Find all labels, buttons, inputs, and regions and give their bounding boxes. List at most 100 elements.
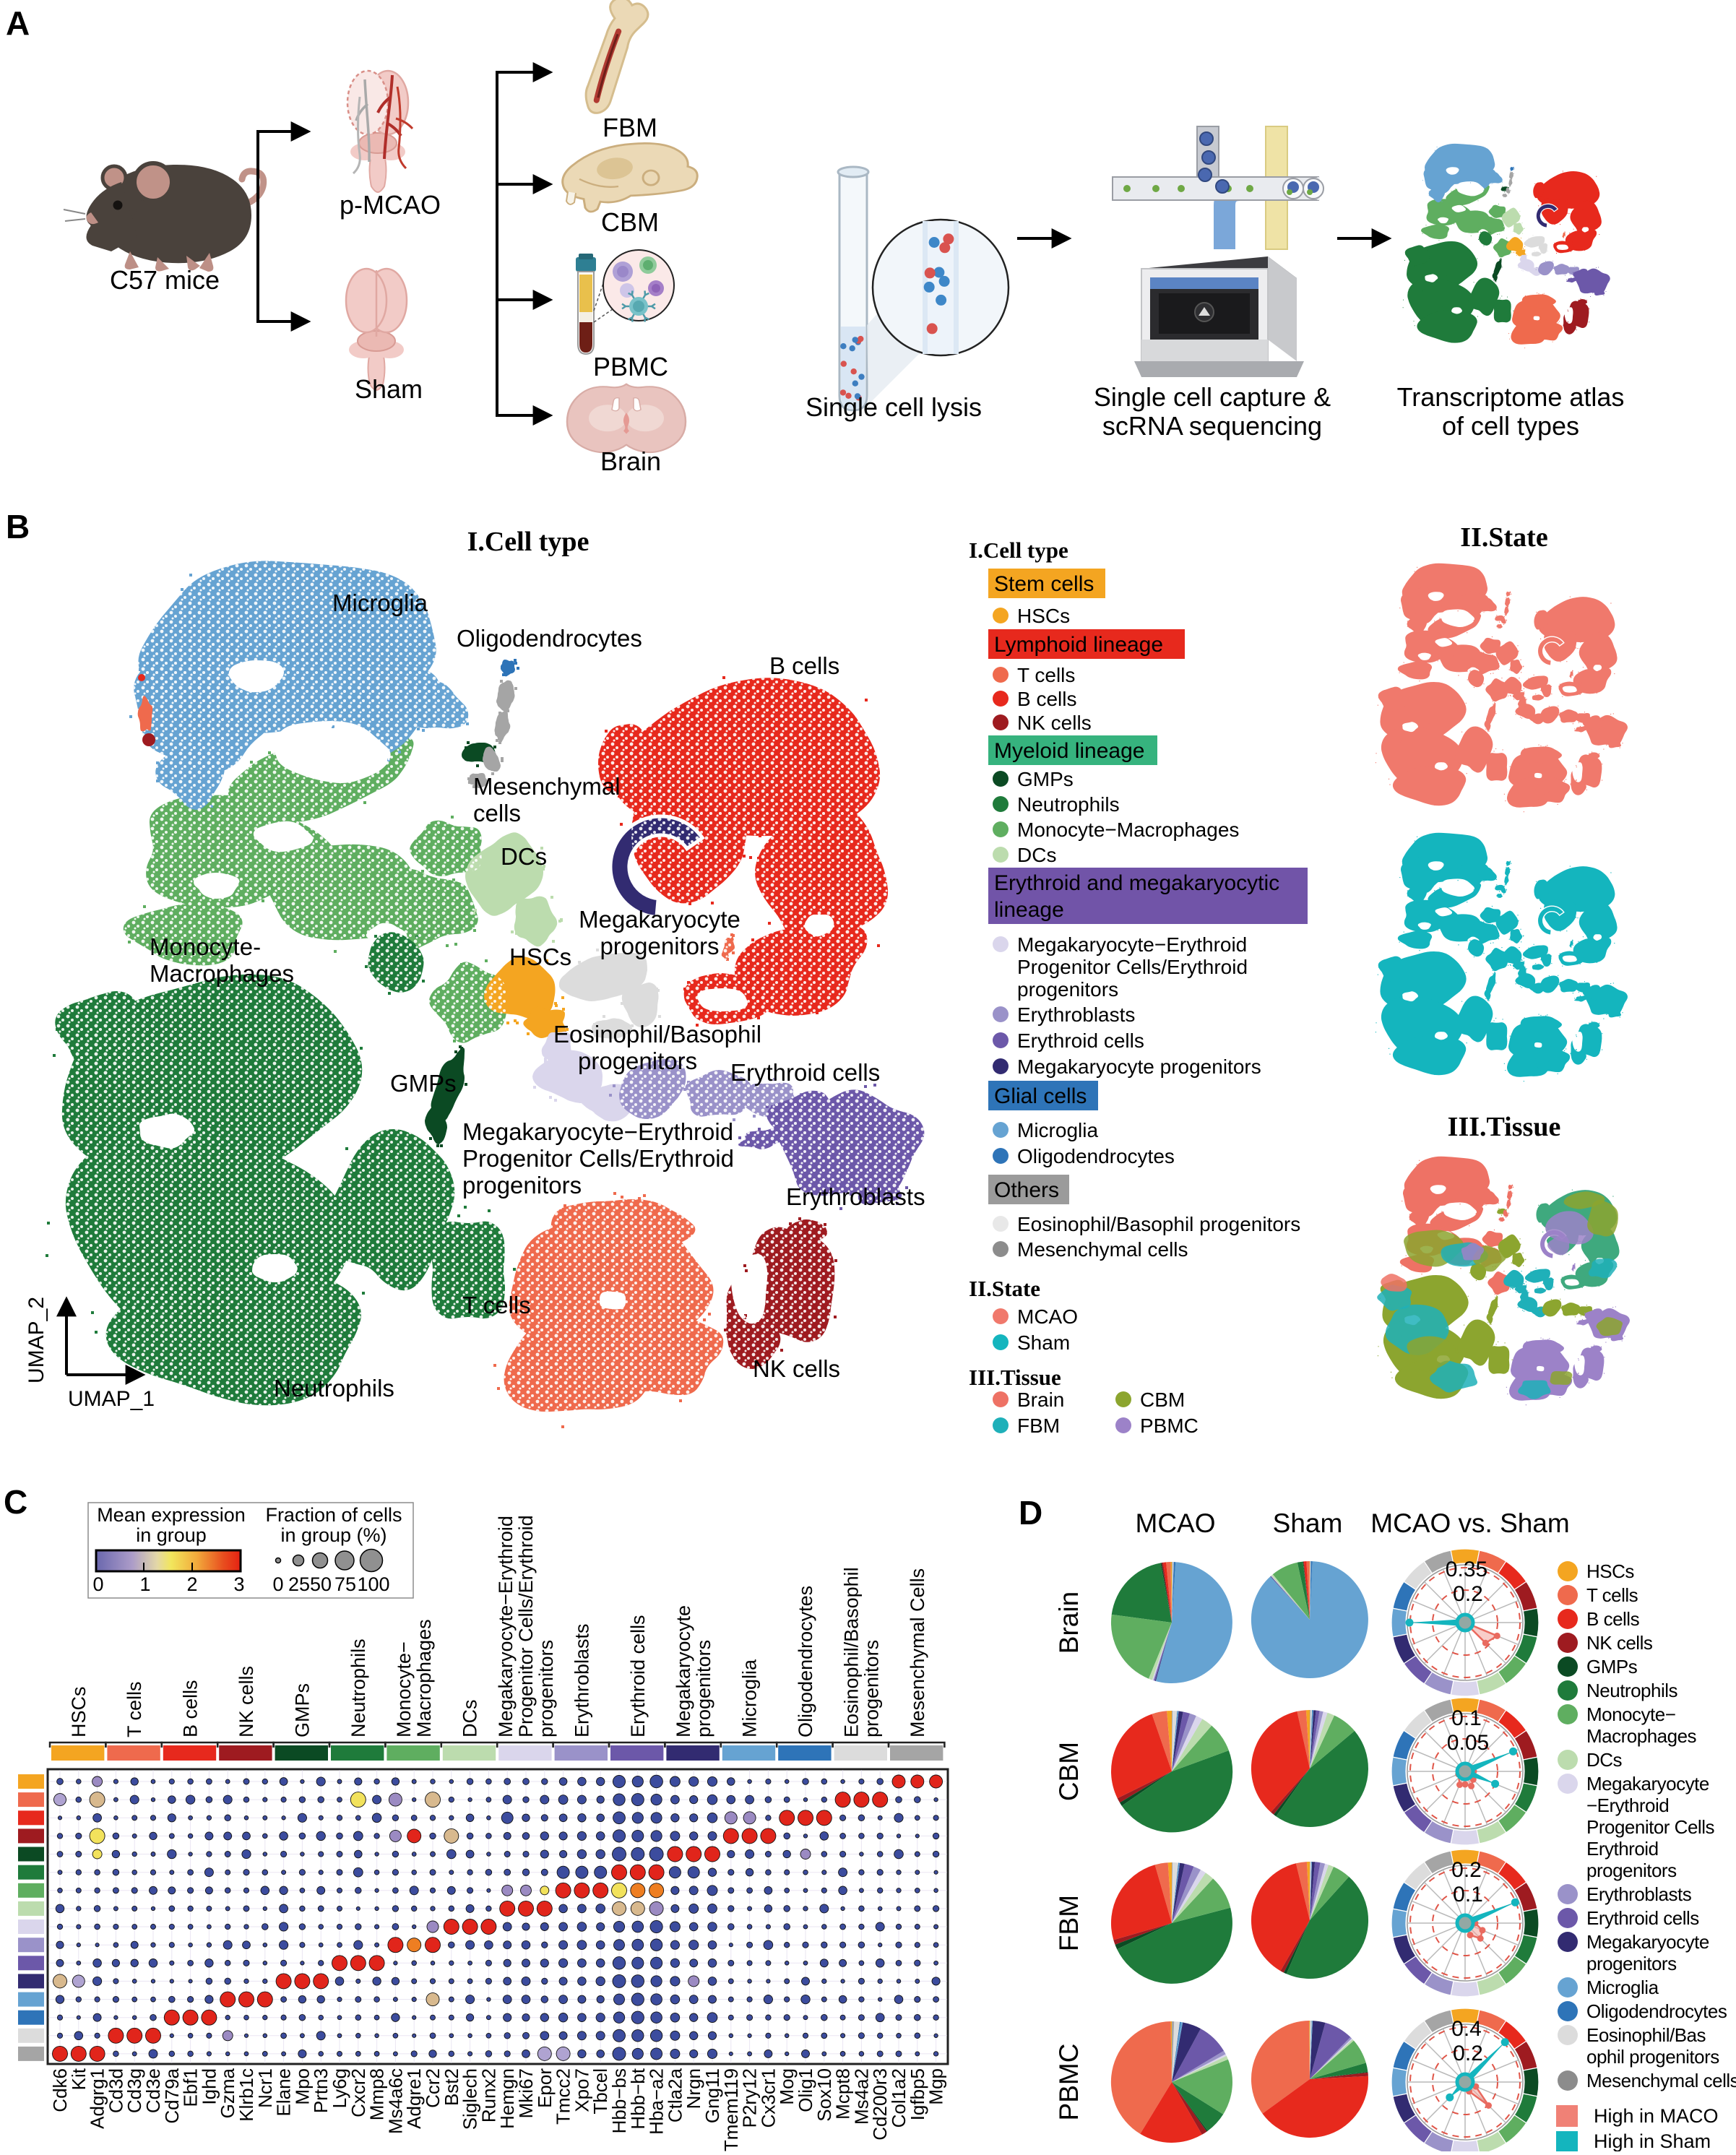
- svg-text:Sham: Sham: [1273, 1508, 1343, 1538]
- svg-text:Progenitor Cells/Erythroid: Progenitor Cells/Erythroid: [515, 1515, 537, 1737]
- svg-text:Ctla2a: Ctla2a: [664, 2068, 686, 2122]
- svg-text:Elane: Elane: [273, 2068, 295, 2117]
- svg-text:Erythroblasts: Erythroblasts: [1586, 1883, 1692, 1905]
- svg-text:0.1: 0.1: [1451, 1706, 1482, 1730]
- svg-text:T cells: T cells: [1586, 1584, 1638, 1606]
- svg-text:Macrophages: Macrophages: [1586, 1725, 1697, 1747]
- svg-text:Brain: Brain: [1017, 1389, 1064, 1411]
- svg-text:Siglech: Siglech: [459, 2068, 481, 2130]
- svg-text:Transcriptome atlas: Transcriptome atlas: [1397, 382, 1625, 412]
- svg-text:Neutrophils: Neutrophils: [274, 1375, 394, 1402]
- svg-text:Monocyte−: Monocyte−: [393, 1641, 415, 1737]
- svg-text:B cells: B cells: [769, 652, 839, 679]
- svg-text:P2ry12: P2ry12: [739, 2068, 761, 2128]
- svg-text:Oligodendrocytes: Oligodendrocytes: [1017, 1145, 1175, 1167]
- svg-text:Oligodendrocytes: Oligodendrocytes: [795, 1586, 816, 1737]
- svg-text:Macrophages: Macrophages: [413, 1619, 435, 1737]
- svg-text:progenitors: progenitors: [535, 1640, 557, 1737]
- svg-text:Single cell capture &: Single cell capture &: [1094, 382, 1331, 412]
- svg-text:100: 100: [357, 1573, 389, 1595]
- svg-text:Megakaryocyte: Megakaryocyte: [1586, 1773, 1709, 1795]
- svg-text:Microglia: Microglia: [739, 1659, 761, 1737]
- svg-text:2: 2: [186, 1573, 197, 1595]
- svg-text:B cells: B cells: [1586, 1608, 1640, 1630]
- svg-text:Igfbp5: Igfbp5: [907, 2068, 928, 2120]
- svg-text:Single cell lysis: Single cell lysis: [806, 392, 982, 422]
- svg-text:scRNA sequencing: scRNA sequencing: [1102, 411, 1322, 441]
- svg-text:NK cells: NK cells: [236, 1666, 257, 1737]
- svg-text:Monocyte−Macrophages: Monocyte−Macrophages: [1017, 819, 1239, 841]
- svg-text:Neutrophils: Neutrophils: [1586, 1680, 1678, 1701]
- svg-text:HSCs: HSCs: [68, 1686, 90, 1737]
- svg-text:Erythroblasts: Erythroblasts: [571, 1623, 592, 1737]
- svg-text:Cd79a: Cd79a: [161, 2068, 183, 2123]
- svg-text:Fraction of cells: Fraction of cells: [265, 1504, 402, 1526]
- svg-text:Xpo7: Xpo7: [571, 2068, 592, 2112]
- svg-text:DCs: DCs: [501, 843, 547, 870]
- svg-text:Bst2: Bst2: [441, 2068, 462, 2106]
- svg-text:progenitors: progenitors: [1017, 978, 1118, 1001]
- svg-text:Mesenchymal cells: Mesenchymal cells: [1586, 2070, 1736, 2091]
- svg-text:progenitors: progenitors: [462, 1172, 582, 1199]
- svg-text:Epor: Epor: [534, 2068, 556, 2108]
- svg-text:T cells: T cells: [124, 1681, 145, 1737]
- svg-text:MCAO vs. Sham: MCAO vs. Sham: [1370, 1508, 1570, 1538]
- svg-text:Sox10: Sox10: [813, 2068, 835, 2122]
- svg-text:GMPs: GMPs: [1017, 768, 1074, 790]
- svg-text:GMPs: GMPs: [1586, 1656, 1638, 1677]
- svg-text:Glial cells: Glial cells: [994, 1084, 1087, 1108]
- svg-text:Erythroid cells: Erythroid cells: [1586, 1907, 1699, 1929]
- svg-text:0.2: 0.2: [1451, 1858, 1482, 1882]
- svg-text:Mean expression: Mean expression: [97, 1504, 246, 1526]
- svg-text:Megakaryocyte: Megakaryocyte: [579, 906, 740, 933]
- svg-text:FBM: FBM: [1054, 1895, 1084, 1951]
- svg-text:Mpo: Mpo: [291, 2068, 313, 2105]
- svg-text:FBM: FBM: [1017, 1415, 1060, 1437]
- svg-text:progenitors: progenitors: [693, 1640, 714, 1737]
- svg-text:I.Cell type: I.Cell type: [467, 527, 590, 557]
- svg-text:Tmem119: Tmem119: [720, 2068, 742, 2151]
- svg-text:C57 mice: C57 mice: [110, 265, 220, 295]
- svg-text:Hba−a2: Hba−a2: [646, 2068, 668, 2135]
- svg-text:Megakaryocyte−Erythroid: Megakaryocyte−Erythroid: [462, 1118, 733, 1145]
- svg-text:GMPs: GMPs: [390, 1070, 457, 1097]
- svg-text:D: D: [1019, 1494, 1042, 1532]
- svg-text:PBMC: PBMC: [593, 352, 668, 381]
- svg-text:Brain: Brain: [1054, 1592, 1084, 1654]
- svg-text:Neutrophils: Neutrophils: [347, 1638, 369, 1737]
- svg-text:progenitors: progenitors: [860, 1640, 882, 1737]
- svg-text:Ncr1: Ncr1: [254, 2068, 276, 2108]
- svg-text:Mmp8: Mmp8: [366, 2068, 388, 2120]
- svg-text:Microglia: Microglia: [332, 590, 428, 616]
- svg-text:in group (%): in group (%): [280, 1524, 387, 1546]
- svg-text:Mesenchymal cells: Mesenchymal cells: [1017, 1238, 1188, 1261]
- svg-text:Sham: Sham: [1017, 1331, 1070, 1354]
- svg-text:B cells: B cells: [1017, 688, 1076, 710]
- svg-text:Erythroid: Erythroid: [1586, 1838, 1659, 1860]
- svg-text:Mesenchymal: Mesenchymal: [473, 773, 621, 800]
- svg-text:Hbb−bt: Hbb−bt: [627, 2068, 649, 2129]
- svg-text:progenitors: progenitors: [1586, 1953, 1677, 1974]
- svg-text:Erythroid cells: Erythroid cells: [730, 1059, 880, 1086]
- svg-text:MCAO: MCAO: [1136, 1508, 1216, 1538]
- svg-text:Cd3d: Cd3d: [105, 2068, 126, 2113]
- svg-text:Microglia: Microglia: [1586, 1977, 1659, 1998]
- svg-text:NK cells: NK cells: [1017, 712, 1092, 734]
- svg-text:Cx3cr1: Cx3cr1: [757, 2068, 779, 2128]
- svg-text:B: B: [6, 508, 30, 545]
- svg-text:NK cells: NK cells: [753, 1355, 840, 1382]
- svg-text:Erythroid and megakaryocytic: Erythroid and megakaryocytic: [994, 871, 1279, 895]
- svg-text:Kit: Kit: [68, 2068, 90, 2090]
- svg-text:Brain: Brain: [600, 446, 661, 476]
- svg-text:Megakaryocyte−Erythroid: Megakaryocyte−Erythroid: [1017, 933, 1247, 956]
- svg-text:0.2: 0.2: [1453, 1582, 1483, 1606]
- svg-text:0.05: 0.05: [1447, 1731, 1489, 1755]
- svg-text:Ms4a6c: Ms4a6c: [384, 2068, 406, 2134]
- svg-text:in group: in group: [136, 1524, 207, 1546]
- svg-text:MCAO: MCAO: [1017, 1305, 1078, 1328]
- svg-text:Eosinophil/Basophil progenitor: Eosinophil/Basophil progenitors: [1017, 1213, 1300, 1235]
- svg-text:Adgrg1: Adgrg1: [87, 2068, 108, 2129]
- svg-text:Col1a2: Col1a2: [888, 2068, 910, 2128]
- svg-text:lineage: lineage: [994, 898, 1064, 922]
- svg-text:Mki67: Mki67: [515, 2068, 537, 2118]
